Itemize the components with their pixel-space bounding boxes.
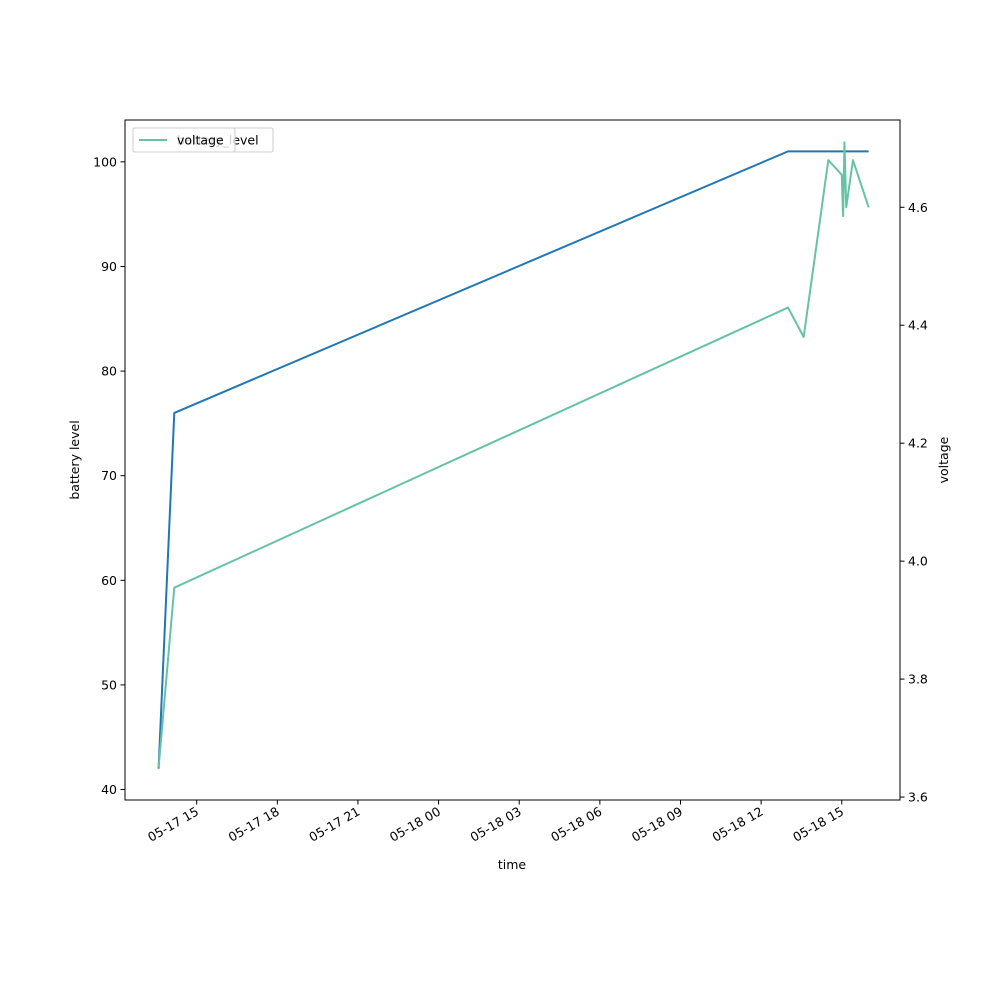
x-tick-label: 05-18 12 bbox=[709, 804, 765, 845]
x-tick-label: 05-18 00 bbox=[387, 804, 443, 845]
legend-voltage-label: voltage bbox=[177, 133, 224, 148]
left-y-tick-label: 50 bbox=[101, 677, 117, 692]
x-tick-label: 05-18 09 bbox=[629, 804, 685, 845]
right-y-tick-label: 4.6 bbox=[908, 200, 928, 215]
right-y-axis-ticks: 3.6 3.8 4.0 4.2 4.4 4.6 bbox=[900, 200, 928, 805]
right-y-tick-label: 4.0 bbox=[908, 554, 928, 569]
left-y-axis-label: battery level bbox=[67, 420, 82, 499]
right-y-tick-label: 4.4 bbox=[908, 318, 928, 333]
right-y-tick-label: 3.8 bbox=[908, 672, 928, 687]
plot-frame bbox=[124, 119, 901, 801]
x-tick-label: 05-18 03 bbox=[468, 804, 524, 845]
x-tick-label: 05-18 06 bbox=[548, 804, 604, 845]
x-tick-label: 05-17 21 bbox=[306, 804, 362, 845]
left-y-tick-label: 40 bbox=[101, 782, 117, 797]
series-line-voltage bbox=[157, 141, 870, 768]
x-axis-ticks: 05-17 15 05-17 18 05-17 21 05-18 00 05-18 03… bbox=[145, 800, 846, 845]
x-tick-label: 05-17 18 bbox=[226, 804, 282, 845]
legend-voltage: voltage bbox=[132, 127, 236, 153]
x-axis-label: time bbox=[498, 857, 527, 872]
plot-lines bbox=[157, 141, 870, 769]
left-y-tick-label: 60 bbox=[101, 573, 117, 588]
x-tick-label: 05-18 15 bbox=[790, 804, 846, 845]
series-line-battery-level bbox=[157, 150, 869, 769]
right-y-axis-label: voltage bbox=[936, 436, 951, 483]
right-y-tick-label: 3.6 bbox=[908, 790, 928, 805]
left-y-tick-label: 70 bbox=[101, 468, 117, 483]
left-y-axis-ticks: 40 50 60 70 80 90 100 bbox=[93, 154, 125, 797]
right-y-tick-label: 4.2 bbox=[908, 436, 928, 451]
left-y-tick-label: 90 bbox=[101, 259, 117, 274]
left-y-tick-label: 100 bbox=[93, 154, 117, 169]
x-tick-label: 05-17 15 bbox=[145, 804, 201, 845]
left-y-tick-label: 80 bbox=[101, 364, 117, 379]
